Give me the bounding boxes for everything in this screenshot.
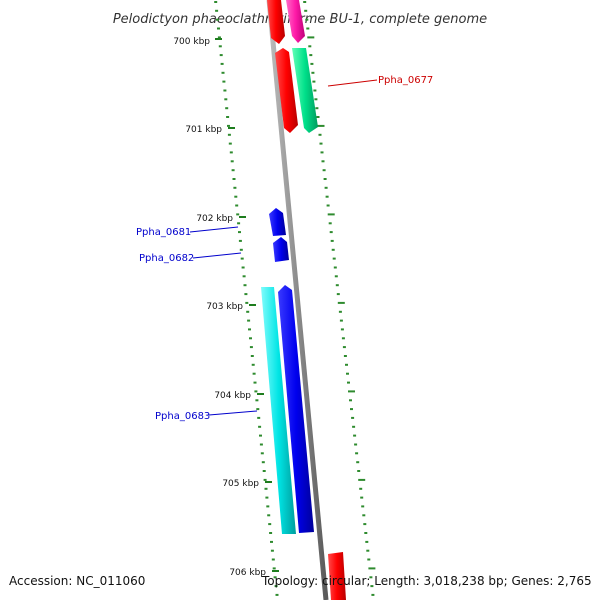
tick-label: 700 kbp [173,37,210,47]
gene-arrow[interactable] [278,285,314,533]
tick-label: 706 kbp [229,568,266,578]
tick-label: 703 kbp [206,302,243,312]
accession-text: Accession: NC_011060 [9,574,146,588]
gene-label-ppha-0682[interactable]: Ppha_0682 [139,253,194,264]
label-leader-line [208,410,258,416]
gene-arrow[interactable] [286,0,305,43]
gene-arrow[interactable] [275,48,298,133]
gene-label-ppha-0683[interactable]: Ppha_0683 [155,411,210,422]
tick-label: 702 kbp [196,214,233,224]
tick-label: 701 kbp [185,125,222,135]
gene-arrow-ppha-0682[interactable] [273,237,289,262]
genome-backbone [266,0,329,600]
gene-arrow-ppha-0681[interactable] [269,208,286,236]
label-leader-line [189,226,239,233]
kbp-ticks: 700 kbp 701 kbp 702 kbp 703 kbp 704 kbp … [173,37,279,578]
tick-label: 705 kbp [222,479,259,489]
gene-arrow-ppha-0677[interactable] [292,48,318,133]
tick-label: 704 kbp [214,391,251,401]
label-leader-line [192,252,242,259]
gene-label-ppha-0681[interactable]: Ppha_0681 [136,227,191,238]
gene-arrow[interactable] [328,552,346,600]
label-leader-line [327,79,378,87]
gene-features [261,0,346,600]
gene-labels: Ppha_0677 Ppha_0681 Ppha_0682 Ppha_0683 [136,75,433,422]
gene-arrow-ppha-0683[interactable] [261,287,296,534]
inner-tick-track [214,1,279,596]
gene-arrow[interactable] [267,0,285,44]
genome-summary-text: Topology: circular; Length: 3,018,238 bp… [262,574,592,588]
gene-label-ppha-0677[interactable]: Ppha_0677 [378,75,433,86]
outer-tick-track [303,1,376,596]
